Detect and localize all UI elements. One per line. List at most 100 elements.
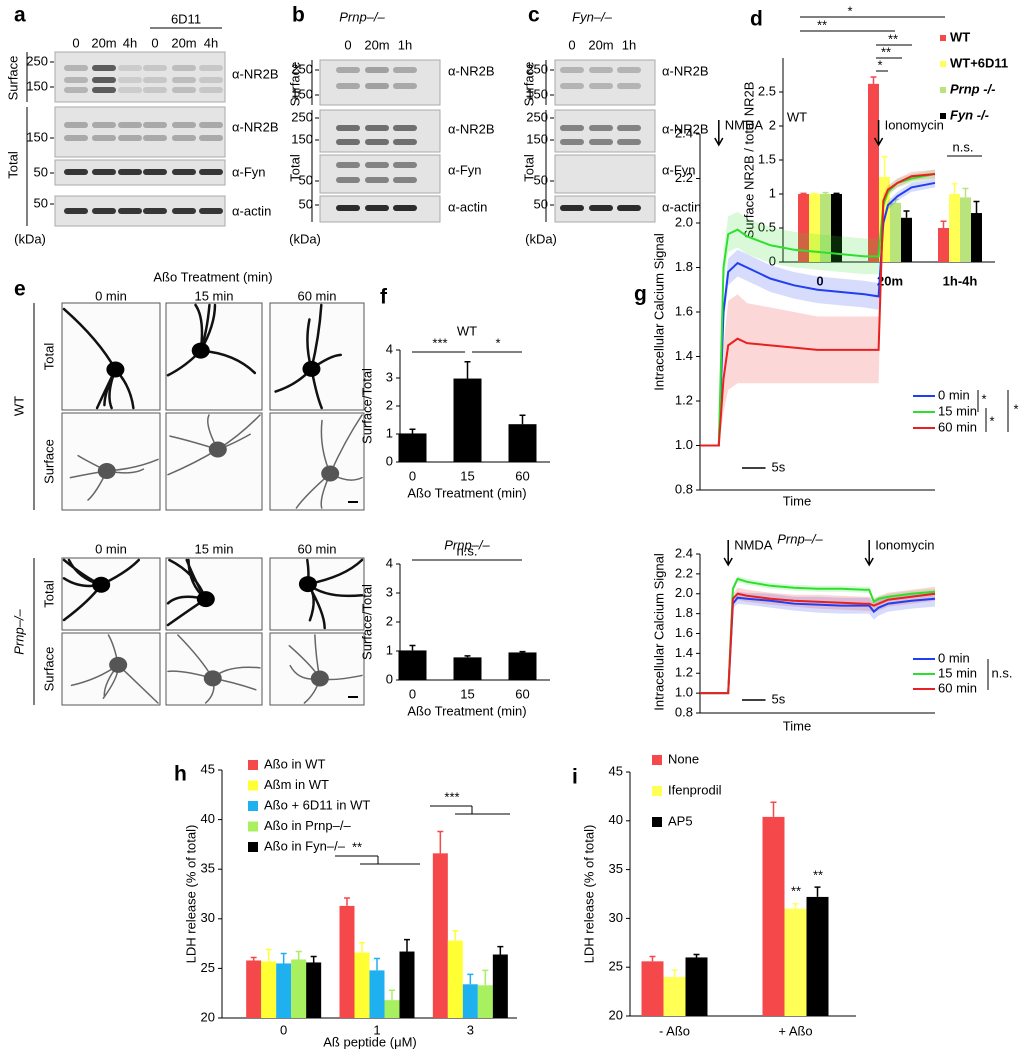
- error-bar: [973, 200, 980, 214]
- neuron-dendrites: [62, 307, 135, 410]
- significance-label: *: [495, 335, 500, 350]
- bar: [306, 962, 322, 1018]
- blot-band: [118, 77, 142, 83]
- error-bar: [409, 428, 416, 434]
- bar: [663, 976, 686, 1016]
- blot-band: [143, 87, 167, 93]
- x-axis-label: Aßo Treatment (min): [407, 703, 526, 718]
- antibody-label: α-actin: [662, 199, 701, 214]
- marker-label: 50: [299, 172, 313, 187]
- bar: [462, 984, 478, 1018]
- bar: [477, 985, 493, 1018]
- antibody-label: α-NR2B: [232, 66, 279, 81]
- x-tick-label: 15: [460, 686, 474, 701]
- column-label: 0 min: [95, 288, 127, 303]
- legend-label: 0 min: [938, 650, 970, 665]
- y-tick-label: 1.8: [675, 605, 693, 620]
- error-bar: [404, 938, 410, 952]
- significance-label: **: [352, 839, 362, 854]
- bar: [901, 217, 912, 262]
- bar: [261, 961, 277, 1018]
- blot-band: [172, 77, 196, 83]
- blot-band: [92, 135, 116, 141]
- blot-strip: [554, 59, 656, 106]
- blot-band: [172, 65, 196, 71]
- blot-band: [64, 65, 88, 71]
- legend-label: WT+6D11: [950, 55, 1008, 70]
- marker-label: 50: [34, 164, 48, 179]
- column-label: 60 min: [297, 288, 336, 303]
- blot-band: [589, 139, 613, 145]
- marker-label: 250: [291, 61, 313, 76]
- error-bar: [464, 361, 471, 379]
- y-tick-label: 2: [386, 397, 393, 412]
- blot-band: [589, 67, 613, 73]
- blot-band: [92, 169, 116, 175]
- event-arrow: [873, 120, 884, 147]
- x-tick-label: 60: [515, 468, 529, 483]
- legend-swatch: [940, 61, 946, 67]
- significance-label: n.s.: [953, 139, 974, 154]
- significance-label: **: [813, 867, 823, 882]
- x-axis-label: Time: [783, 718, 811, 733]
- bar: [384, 1000, 400, 1018]
- y-axis-label: Surface/Total: [359, 368, 374, 444]
- error-bar: [265, 948, 272, 962]
- x-tick-label: + Aßo: [778, 1023, 812, 1038]
- section-label: Surface: [5, 56, 20, 101]
- event-label: Ionomycin: [885, 117, 944, 132]
- error-bar: [940, 220, 947, 228]
- micrograph-title: Aßo Treatment (min): [153, 269, 272, 284]
- blot-band: [92, 122, 116, 128]
- legend-label: Prnp -/-: [950, 81, 996, 96]
- neuron-soma: [310, 670, 329, 687]
- blot-band: [393, 125, 417, 131]
- significance-label: *: [877, 57, 882, 72]
- event-arrow: [864, 540, 874, 567]
- bar: [453, 657, 482, 680]
- micrograph: [61, 302, 161, 411]
- legend-swatch: [248, 780, 258, 791]
- lane-label: 20m: [588, 37, 613, 52]
- lane-label: 0: [151, 35, 158, 50]
- blot-band: [199, 208, 223, 214]
- y-tick-label: 3: [386, 584, 393, 599]
- bar: [369, 970, 385, 1018]
- significance-label: *: [847, 3, 852, 18]
- y-tick-label: 0: [386, 453, 393, 468]
- blot-band: [64, 77, 88, 83]
- blot-band: [365, 139, 389, 145]
- panel-label: f: [380, 286, 388, 309]
- error-bar: [671, 969, 678, 977]
- lane-label: 1h: [398, 37, 412, 52]
- y-tick-label: 35: [609, 861, 623, 876]
- row-label: Surface: [41, 439, 56, 484]
- lane-label: 0: [72, 35, 79, 50]
- error-bar: [389, 989, 395, 1001]
- legend-label: 15 min: [938, 403, 977, 418]
- column-label: 60 min: [297, 541, 336, 556]
- legend-label: Ifenprodil: [668, 782, 722, 797]
- significance-label: ***: [432, 335, 447, 350]
- event-arrow: [714, 120, 724, 147]
- event-label: Ionomycin: [875, 537, 934, 552]
- marker-label: 250: [291, 109, 313, 124]
- x-tick-label: 3: [467, 1022, 474, 1037]
- y-tick-label: 0.5: [758, 219, 776, 234]
- legend-label: 0 min: [938, 387, 970, 402]
- y-tick-label: 45: [609, 763, 623, 778]
- column-label: 0 min: [95, 541, 127, 556]
- marker-label: 250: [526, 109, 548, 124]
- blot-band: [336, 83, 360, 89]
- legend-label: WT: [950, 29, 970, 44]
- error-bar: [295, 950, 302, 960]
- legend-label: 15 min: [938, 665, 977, 680]
- error-band: [700, 169, 935, 446]
- lane-label: 1h: [622, 37, 636, 52]
- error-bar: [800, 192, 807, 195]
- micrograph: [165, 557, 263, 631]
- blot-band: [199, 77, 223, 83]
- legend-label: AP5: [668, 813, 693, 828]
- error-bar: [770, 801, 777, 817]
- blot-band: [336, 125, 360, 131]
